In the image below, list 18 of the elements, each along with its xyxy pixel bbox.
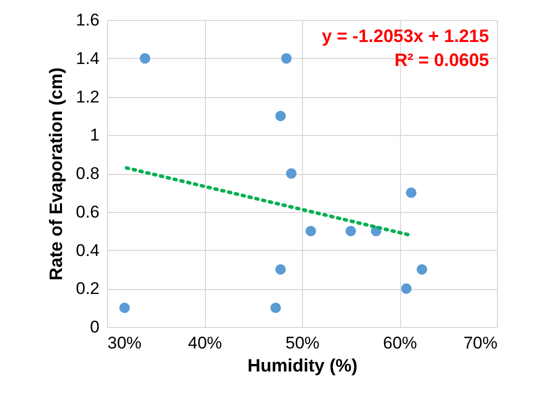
- y-tick-label: 0.8: [76, 164, 100, 183]
- y-tick-label: 0.4: [76, 240, 100, 260]
- annotation: R² = 0.0605: [394, 50, 489, 70]
- y-tick-label: 0: [90, 318, 100, 336]
- y-tick-label: 1.4: [76, 48, 100, 68]
- y-axis-title: Rate of Evaporation (cm): [46, 67, 66, 281]
- y-tick-label: 1.2: [76, 87, 100, 106]
- x-tick-label: 50%: [285, 334, 320, 352]
- y-tick-label: 0.2: [76, 279, 100, 298]
- x-tick-label: 30%: [108, 334, 142, 352]
- annotation: y = -1.2053x + 1.215: [322, 26, 489, 46]
- x-tick-label: 70%: [463, 334, 498, 352]
- y-tick-label: 1.6: [76, 10, 100, 30]
- y-tick-label: 0.6: [76, 202, 100, 222]
- y-tick-label: 1: [90, 126, 100, 145]
- x-axis-title: Humidity (%): [248, 356, 358, 376]
- x-tick-label: 60%: [382, 334, 418, 352]
- x-tick-label: 40%: [188, 334, 222, 352]
